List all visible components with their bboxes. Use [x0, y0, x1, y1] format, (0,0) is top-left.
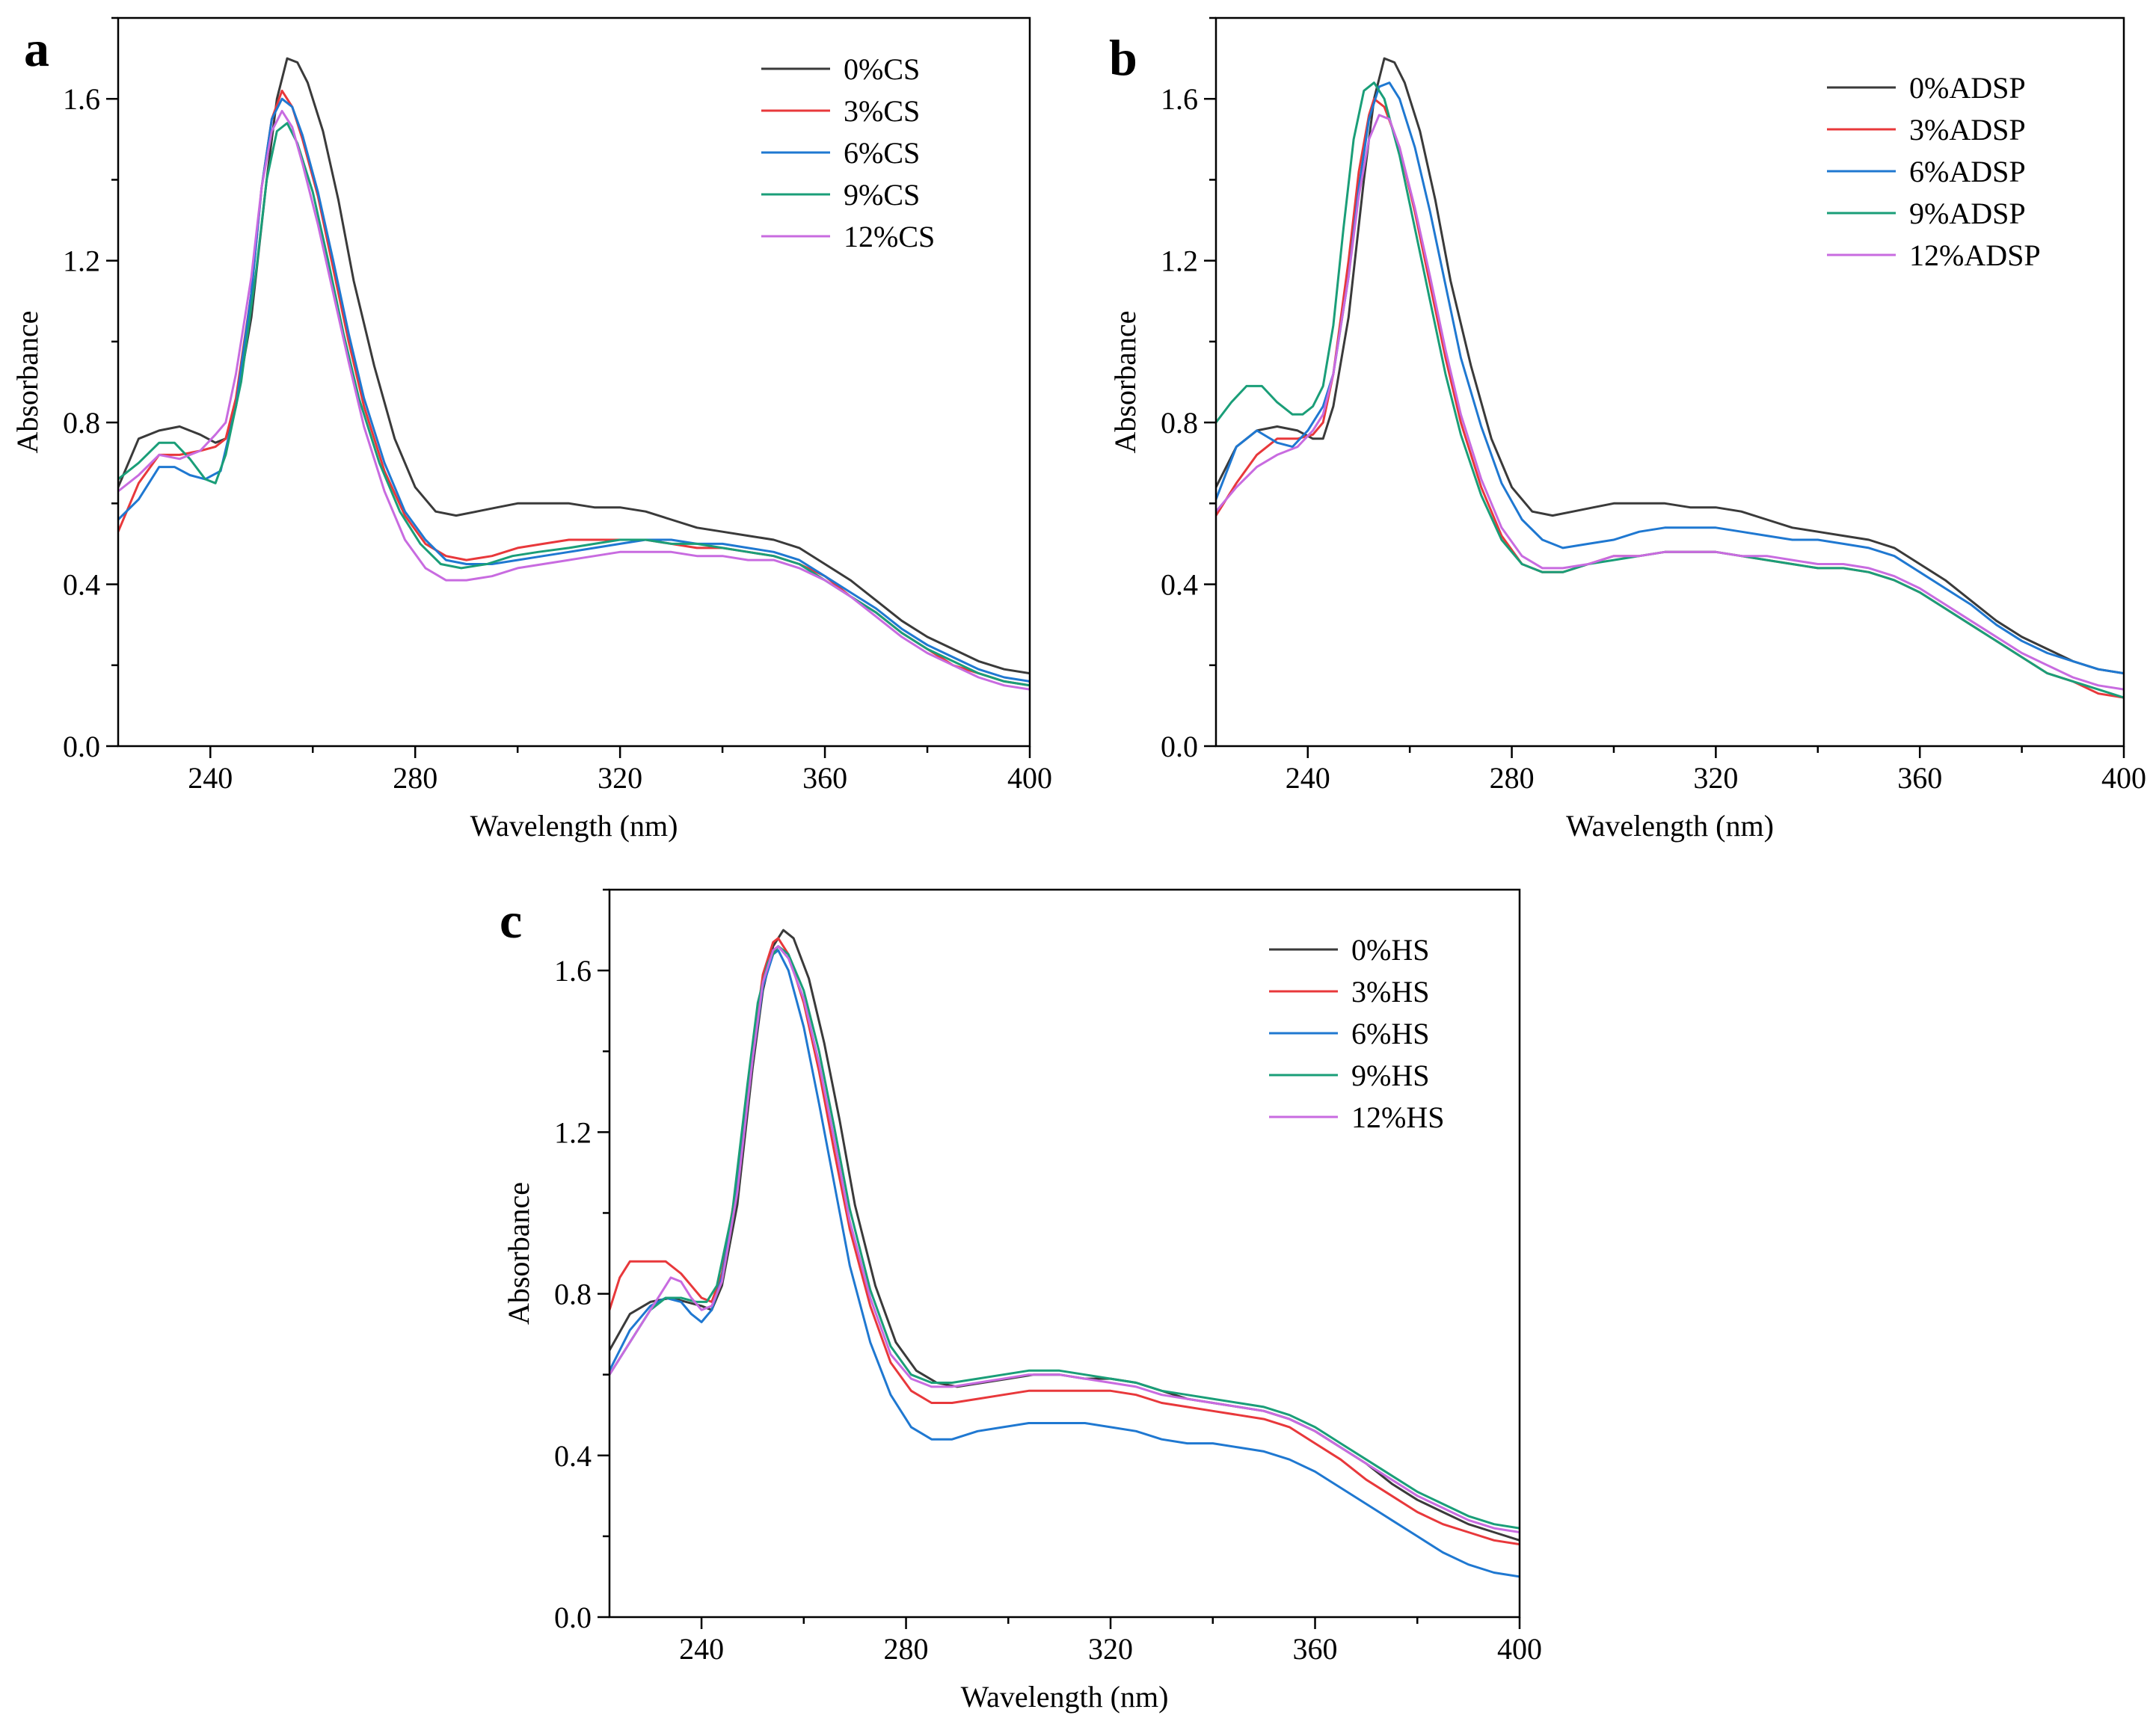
legend-entry: 12%ADSP [1909, 238, 2041, 272]
x-tick-label: 400 [2101, 761, 2146, 795]
x-axis-label: Wavelength (nm) [1566, 809, 1774, 843]
legend-entry: 12%CS [844, 220, 935, 253]
x-tick-label: 320 [1693, 761, 1738, 795]
y-tick-label: 1.6 [554, 954, 592, 988]
series-line-0%ADSP [1216, 57, 2124, 675]
series-line-12%HS [609, 945, 1520, 1533]
panel-label: b [1109, 29, 1137, 86]
legend-entry: 0%HS [1351, 933, 1429, 967]
series-line-9%HS [609, 945, 1520, 1530]
panel-label: c [500, 892, 522, 949]
legend-entry: 3%ADSP [1909, 113, 2026, 147]
legend: 0%HS 3%HS 6%HS 9%HS 12%HS [1269, 933, 1444, 1134]
y-tick-label: 0.8 [63, 406, 100, 440]
y-tick-label: 0.8 [1161, 406, 1198, 440]
legend-entry: 0%CS [844, 52, 920, 86]
legend-entry: 9%ADSP [1909, 197, 2026, 230]
panel-c: 240 280 320 360 400 0.0 0.4 0.8 1.2 1.6 Wavelength… [500, 888, 1542, 1714]
legend-entry: 12%HS [1351, 1100, 1444, 1134]
panel-b: 240 280 320 360 400 0.0 0.4 0.8 1.2 1.6 Wavelength… [1108, 16, 2146, 843]
plot-frame [608, 888, 1521, 1619]
y-tick-label: 0.0 [63, 730, 100, 763]
y-axis-label: Absorbance [1108, 310, 1142, 453]
x-tick-label: 280 [884, 1632, 929, 1666]
panel-label: a [24, 20, 49, 77]
series-line-3%ADSP [1216, 97, 2124, 699]
legend-entry: 3%HS [1351, 975, 1429, 1009]
legend: 0%ADSP 3%ADSP 6%ADSP 9%ADSP 12%ADSP [1827, 71, 2041, 272]
legend-entry: 0%ADSP [1909, 71, 2026, 105]
legend: 0%CS 3%CS 6%CS 9%CS 12%CS [761, 52, 935, 253]
legend-entry: 3%CS [844, 94, 920, 128]
series-line-12%CS [118, 110, 1030, 691]
legend-entry: 6%HS [1351, 1017, 1429, 1050]
x-tick-label: 320 [1088, 1632, 1133, 1666]
y-tick-label: 0.0 [1161, 730, 1198, 763]
y-tick-label: 1.2 [63, 244, 100, 278]
x-tick-label: 360 [1897, 761, 1942, 795]
panel-a: 240 280 320 360 400 0.0 0.4 0.8 1.2 1.6 Wavelength… [10, 16, 1052, 843]
plot-frame [1214, 16, 2125, 748]
series-line-6%CS [118, 97, 1030, 683]
x-tick-label: 280 [1490, 761, 1535, 795]
y-axis-label: Absorbance [502, 1182, 535, 1325]
y-tick-label: 1.2 [1161, 244, 1198, 278]
series-line-9%ADSP [1216, 81, 2124, 699]
legend-entry: 6%ADSP [1909, 155, 2026, 188]
x-tick-label: 320 [598, 761, 642, 795]
x-tick-label: 240 [679, 1632, 724, 1666]
y-tick-label: 0.4 [1161, 568, 1198, 602]
x-tick-label: 360 [1293, 1632, 1338, 1666]
y-tick-label: 0.8 [554, 1278, 592, 1311]
x-tick-label: 240 [1286, 761, 1330, 795]
y-tick-label: 1.2 [554, 1115, 592, 1149]
y-tick-label: 0.0 [554, 1601, 592, 1634]
x-tick-label: 360 [802, 761, 847, 795]
plot-frame [117, 16, 1031, 748]
y-tick-label: 1.6 [63, 82, 100, 116]
y-tick-label: 1.6 [1161, 82, 1198, 116]
x-axis-label: Wavelength (nm) [961, 1680, 1169, 1714]
legend-entry: 9%CS [844, 178, 920, 212]
x-tick-label: 400 [1497, 1632, 1542, 1666]
y-tick-label: 0.4 [554, 1439, 592, 1473]
legend-entry: 9%HS [1351, 1059, 1429, 1092]
x-axis-label: Wavelength (nm) [470, 809, 678, 843]
x-tick-label: 400 [1007, 761, 1052, 795]
legend-entry: 6%CS [844, 136, 920, 170]
y-tick-label: 0.4 [63, 568, 100, 602]
x-tick-label: 240 [188, 761, 233, 795]
y-axis-label: Absorbance [10, 310, 44, 453]
x-tick-label: 280 [393, 761, 437, 795]
series-line-12%ADSP [1216, 114, 2124, 691]
